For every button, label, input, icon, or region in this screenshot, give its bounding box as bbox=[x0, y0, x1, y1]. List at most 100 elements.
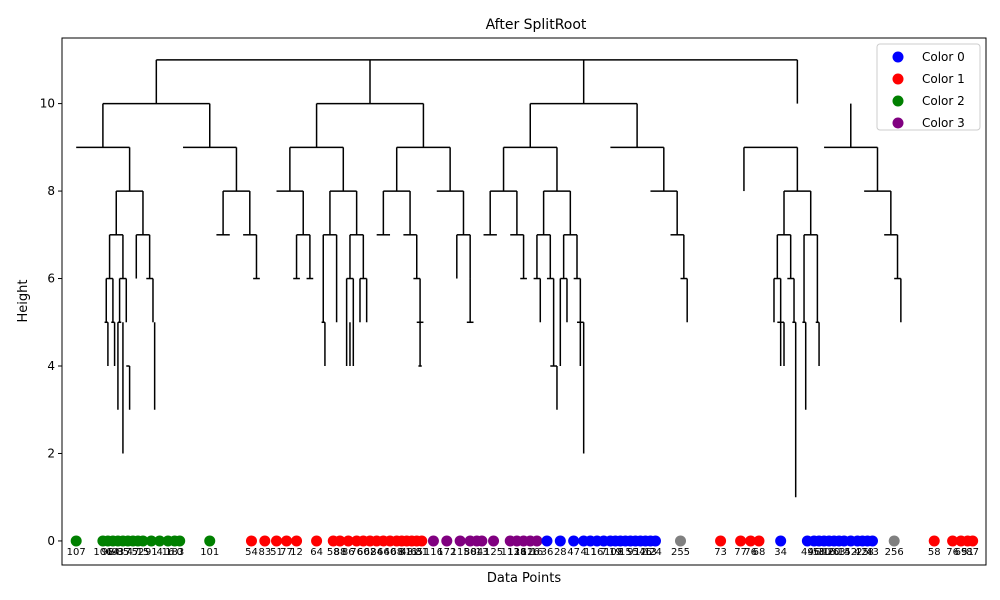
point-label: 12 bbox=[290, 547, 303, 558]
legend-box bbox=[876, 43, 981, 131]
point-label: 76 bbox=[946, 547, 959, 558]
point-label: 16 bbox=[591, 547, 604, 558]
point-label: 73 bbox=[714, 547, 727, 558]
point-label: 183 bbox=[165, 547, 184, 558]
point-label: 7 bbox=[601, 547, 607, 558]
point-label: 8 bbox=[399, 547, 405, 558]
point-label: 65 bbox=[410, 547, 423, 558]
point-label: 16 bbox=[823, 547, 836, 558]
point-label: 8 bbox=[617, 547, 623, 558]
point-label: 9 bbox=[627, 547, 633, 558]
point-label: 4 bbox=[580, 547, 586, 558]
x-axis-label: Data Points bbox=[487, 571, 561, 586]
point-label: 116 bbox=[424, 547, 443, 558]
point-label: 46 bbox=[639, 547, 652, 558]
data-point bbox=[531, 535, 543, 547]
point-label: 13 bbox=[644, 547, 657, 558]
data-points bbox=[70, 535, 979, 547]
data-point bbox=[204, 535, 216, 547]
y-tick-label: 6 bbox=[47, 272, 55, 286]
data-point bbox=[311, 535, 323, 547]
data-point bbox=[541, 535, 553, 547]
point-label: 30 bbox=[818, 547, 831, 558]
point-label: 126 bbox=[521, 547, 540, 558]
data-point bbox=[753, 535, 765, 547]
point-label: 25 bbox=[856, 547, 869, 558]
point-label: 63 bbox=[833, 547, 846, 558]
point-label: 64 bbox=[310, 547, 323, 558]
point-label: 15 bbox=[137, 547, 150, 558]
point-label: 172 bbox=[437, 547, 456, 558]
legend-marker bbox=[892, 117, 904, 129]
point-label: 11 bbox=[405, 547, 418, 558]
point-label: 47 bbox=[127, 547, 140, 558]
data-point bbox=[259, 535, 271, 547]
data-point bbox=[947, 535, 959, 547]
data-point bbox=[866, 535, 878, 547]
point-label: 0 bbox=[177, 547, 183, 558]
point-label: 81 bbox=[415, 547, 428, 558]
point-label: 62 bbox=[364, 547, 377, 558]
point-label: 77 bbox=[734, 547, 747, 558]
point-label: 13 bbox=[475, 547, 488, 558]
point-label: 15 bbox=[619, 547, 632, 558]
point-label: 93 bbox=[112, 547, 125, 558]
point-label: 28 bbox=[861, 547, 874, 558]
data-point bbox=[928, 535, 940, 547]
point-label: 40 bbox=[384, 547, 397, 558]
y-tick-label: 10 bbox=[40, 97, 55, 111]
point-label: 58 bbox=[928, 547, 941, 558]
point-label: 77 bbox=[280, 547, 293, 558]
point-label: 115 bbox=[451, 547, 470, 558]
data-point bbox=[137, 535, 149, 547]
point-label: 68 bbox=[753, 547, 766, 558]
point-label: 66 bbox=[377, 547, 390, 558]
point-label: 5 bbox=[632, 547, 638, 558]
point-label: 24 bbox=[649, 547, 662, 558]
data-point bbox=[745, 535, 757, 547]
tree-lines bbox=[76, 59, 902, 498]
point-label: 14 bbox=[838, 547, 851, 558]
point-label: 52 bbox=[132, 547, 145, 558]
data-point bbox=[649, 535, 661, 547]
data-point bbox=[154, 535, 166, 547]
point-label: 161 bbox=[514, 547, 533, 558]
point-label: 12 bbox=[634, 547, 647, 558]
data-point bbox=[888, 535, 900, 547]
point-label: 36 bbox=[541, 547, 554, 558]
point-label: 88 bbox=[334, 547, 347, 558]
point-label: 58 bbox=[813, 547, 826, 558]
point-label: 84 bbox=[370, 547, 383, 558]
data-point bbox=[174, 535, 186, 547]
point-label: 10 bbox=[604, 547, 617, 558]
y-axis-label: Height bbox=[16, 280, 31, 323]
point-label: 28 bbox=[554, 547, 567, 558]
data-point bbox=[70, 535, 82, 547]
data-point bbox=[488, 535, 500, 547]
point-label: 107 bbox=[67, 547, 86, 558]
point-label: 4 bbox=[854, 547, 860, 558]
point-label: 20 bbox=[828, 547, 841, 558]
data-point bbox=[441, 535, 453, 547]
data-point bbox=[271, 535, 283, 547]
point-label: 113 bbox=[501, 547, 520, 558]
point-label: 34 bbox=[774, 547, 787, 558]
legend-marker bbox=[892, 73, 904, 85]
data-point bbox=[735, 535, 747, 547]
point-label: 86 bbox=[342, 547, 355, 558]
point-label: 54 bbox=[245, 547, 258, 558]
data-point bbox=[454, 535, 466, 547]
point-label: 4 bbox=[156, 547, 162, 558]
data-point bbox=[554, 535, 566, 547]
point-label: 256 bbox=[885, 547, 904, 558]
point-label: 51 bbox=[961, 547, 974, 558]
point-label: 84 bbox=[470, 547, 483, 558]
point-label: 16 bbox=[162, 547, 175, 558]
point-label: 76 bbox=[350, 547, 363, 558]
point-label: 52 bbox=[844, 547, 857, 558]
legend-label: Color 0 bbox=[922, 50, 965, 64]
legend: Color 0 Color 1 Color 2 Color 3 bbox=[876, 43, 981, 131]
legend-label: Color 2 bbox=[922, 94, 965, 108]
